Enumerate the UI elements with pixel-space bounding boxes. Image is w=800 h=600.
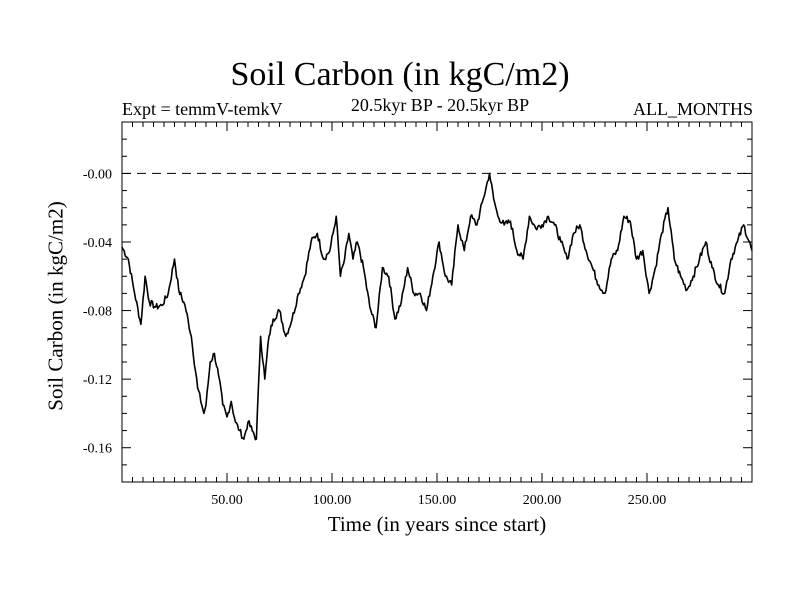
period-label: 20.5kyr BP - 20.5kyr BP — [350, 95, 530, 115]
y-tick-label: -0.08 — [83, 305, 112, 320]
series-line — [121, 172, 753, 441]
months-label: ALL_MONTHS — [633, 99, 753, 119]
y-tick-label: -0.04 — [83, 236, 112, 251]
y-tick-label: -0.16 — [83, 442, 112, 457]
x-tick-label: 150.00 — [418, 493, 457, 508]
x-tick-label: 200.00 — [523, 493, 562, 508]
x-tick-label: 250.00 — [628, 493, 667, 508]
plot-frame — [121, 121, 753, 483]
x-tick-label: 100.00 — [313, 493, 352, 508]
y-tick-label: -0.00 — [83, 167, 112, 182]
x-tick-label: 50.00 — [211, 493, 243, 508]
y-tick-label: -0.12 — [83, 373, 112, 388]
tick-group: 50.00 100.00 150.00 200.00 250.00 -0.00 -0.04 -… — [83, 122, 752, 508]
chart-title: Soil Carbon (in kgC/m2) — [230, 56, 570, 93]
experiment-label: Expt = temmV-temkV — [122, 99, 283, 119]
x-axis-label: Time (in years since start) — [327, 512, 547, 536]
